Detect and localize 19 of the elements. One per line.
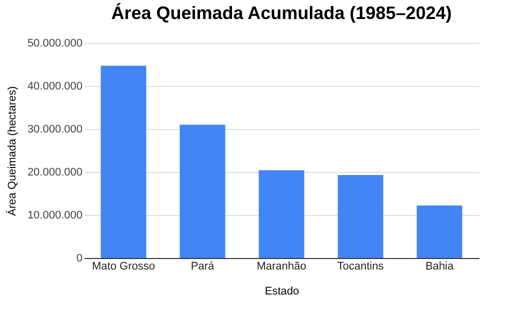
bar [100, 66, 146, 258]
x-tick-label: Bahia [425, 260, 454, 272]
bar [180, 124, 226, 258]
y-tick-label: 0 [76, 252, 82, 264]
chart-title: Área Queimada Acumulada (1985–2024) [111, 3, 452, 23]
y-tick-label: 30.000.000 [27, 124, 82, 136]
x-tick-label: Mato Grosso [92, 260, 155, 272]
y-axis-title: Área Queimada (hectares) [5, 86, 18, 216]
y-tick-label: 50.000.000 [27, 38, 82, 50]
x-tick-label: Tocantins [337, 260, 384, 272]
bar [258, 170, 304, 258]
bar [416, 206, 462, 258]
x-tick-label: Maranhão [256, 260, 306, 272]
y-tick-label: 10.000.000 [27, 210, 82, 222]
x-tick-label: Pará [190, 260, 215, 272]
bar [338, 175, 384, 258]
y-tick-label: 40.000.000 [27, 80, 82, 92]
x-axis-title: Estado [264, 286, 300, 298]
y-tick-label: 20.000.000 [27, 166, 82, 178]
